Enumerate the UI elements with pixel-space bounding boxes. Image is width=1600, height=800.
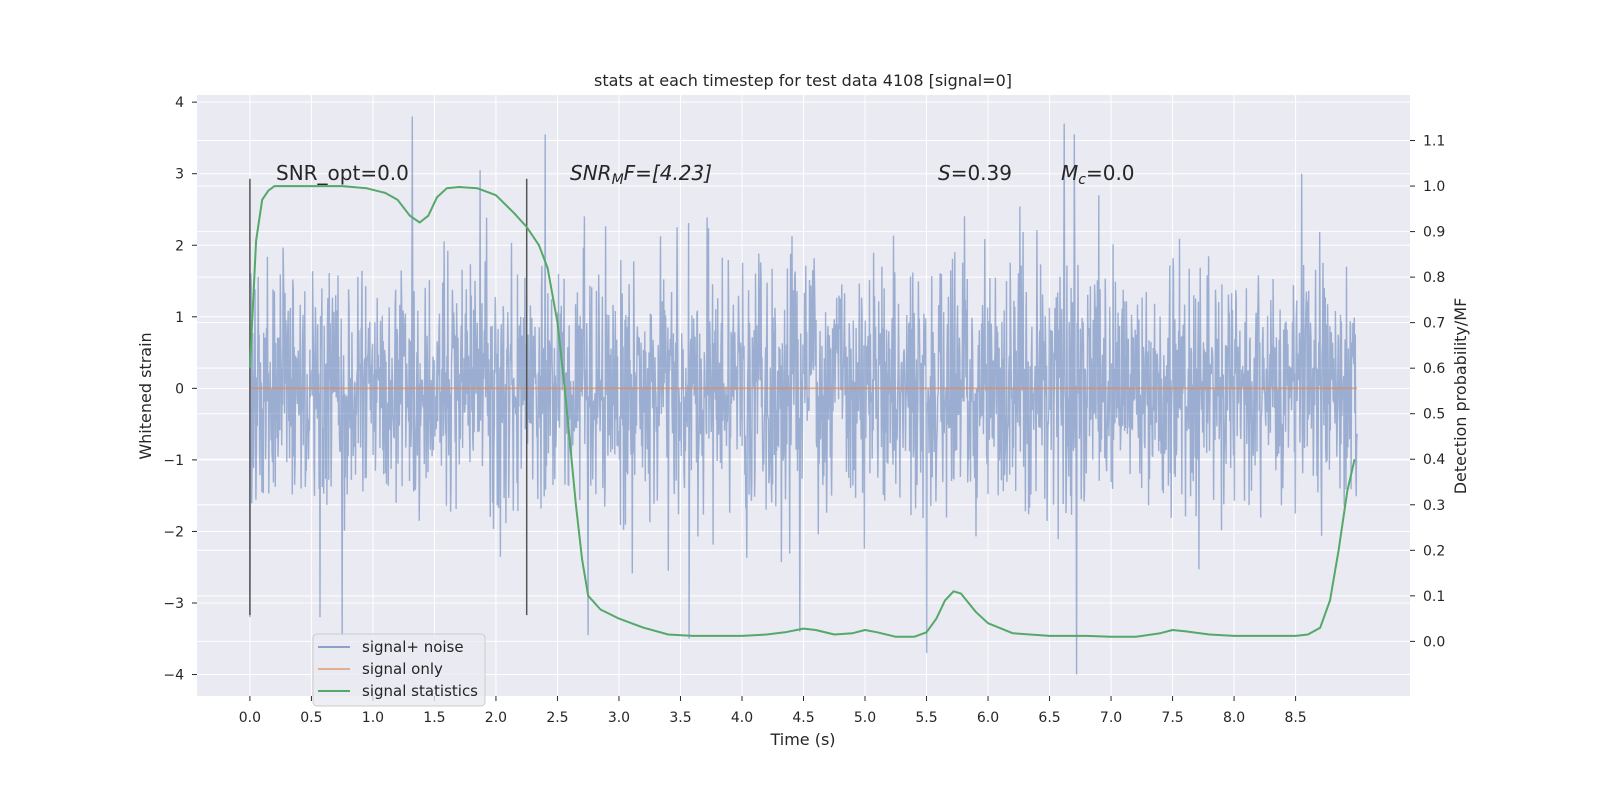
y-tick-label: −4 [163, 668, 184, 684]
y2-tick-label: 0.6 [1423, 361, 1445, 377]
noise-series [249, 116, 1358, 675]
y-axis-label: Whitened strain [136, 332, 155, 459]
annotation-snr-opt: SNR_opt=0.0 [276, 161, 409, 185]
event-markers [249, 178, 528, 616]
x-tick-label: 3.0 [608, 710, 630, 726]
x-tick-label: 0.5 [300, 710, 322, 726]
chart-title: stats at each timestep for test data 410… [594, 71, 1012, 90]
x-tick-label: 8.5 [1284, 710, 1306, 726]
y-tick-label: 1 [175, 310, 184, 326]
legend-label-statistics: signal statistics [362, 682, 478, 700]
annotation-snr-mf: SNRMF=[4.23] [570, 161, 712, 188]
x-tick-label: 6.0 [977, 710, 999, 726]
x-tick-label: 7.0 [1100, 710, 1122, 726]
axis-ticks: 0.0 0.5 1.0 1.5 2.0 2.5 3.0 3.5 4.0 4.5 5.0 5.5 6.0 6… [163, 95, 1445, 726]
annotation-mc: Mc=0.0 [1061, 161, 1135, 188]
legend-label-signal: signal only [362, 660, 443, 678]
y2-tick-label: 0.1 [1423, 589, 1445, 605]
y2-tick-label: 0.9 [1423, 225, 1445, 241]
y2-tick-label: 0.7 [1423, 316, 1445, 332]
y2-tick-label: 1.0 [1423, 179, 1445, 195]
y-tick-label: 3 [175, 167, 184, 183]
y-tick-label: −2 [163, 524, 184, 540]
y-tick-label: 4 [175, 95, 184, 111]
x-tick-label: 5.5 [915, 710, 937, 726]
legend-box [312, 633, 486, 707]
legend-label-noise: signal+ noise [362, 638, 464, 656]
y-tick-label: 2 [175, 238, 184, 254]
x-tick-label: 2.0 [485, 710, 507, 726]
y2-tick-label: 1.1 [1423, 134, 1445, 150]
y-tick-label: 0 [175, 381, 184, 397]
x-tick-label: 5.0 [854, 710, 876, 726]
statistics-series [248, 185, 1356, 638]
x-tick-label: 6.5 [1038, 710, 1060, 726]
y2-tick-label: 0.2 [1423, 543, 1445, 559]
x-tick-label: 2.5 [546, 710, 568, 726]
legend: signal+ noise signal only signal statist… [312, 633, 486, 707]
y2-axis-label: Detection probability/MF [1451, 298, 1470, 495]
y2-tick-label: 0.8 [1423, 270, 1445, 286]
y2-tick-label: 0.5 [1423, 407, 1445, 423]
x-tick-label: 8.0 [1223, 710, 1245, 726]
y2-tick-label: 0.3 [1423, 498, 1445, 514]
x-tick-label: 7.5 [1161, 710, 1183, 726]
x-tick-label: 4.5 [792, 710, 814, 726]
x-tick-label: 1.0 [362, 710, 384, 726]
x-tick-label: 0.0 [239, 710, 261, 726]
y2-tick-label: 0.0 [1423, 634, 1445, 650]
x-tick-label: 1.5 [423, 710, 445, 726]
y2-tick-label: 0.4 [1423, 452, 1445, 468]
x-tick-label: 4.0 [731, 710, 753, 726]
statistics-line [248, 185, 1356, 638]
grid [197, 95, 1410, 696]
x-axis-label: Time (s) [769, 730, 835, 749]
y-tick-label: −1 [163, 453, 184, 469]
y-tick-label: −3 [163, 596, 184, 612]
annotation-s: S=0.39 [938, 161, 1012, 185]
noise-line [249, 116, 1358, 675]
x-tick-label: 3.5 [669, 710, 691, 726]
